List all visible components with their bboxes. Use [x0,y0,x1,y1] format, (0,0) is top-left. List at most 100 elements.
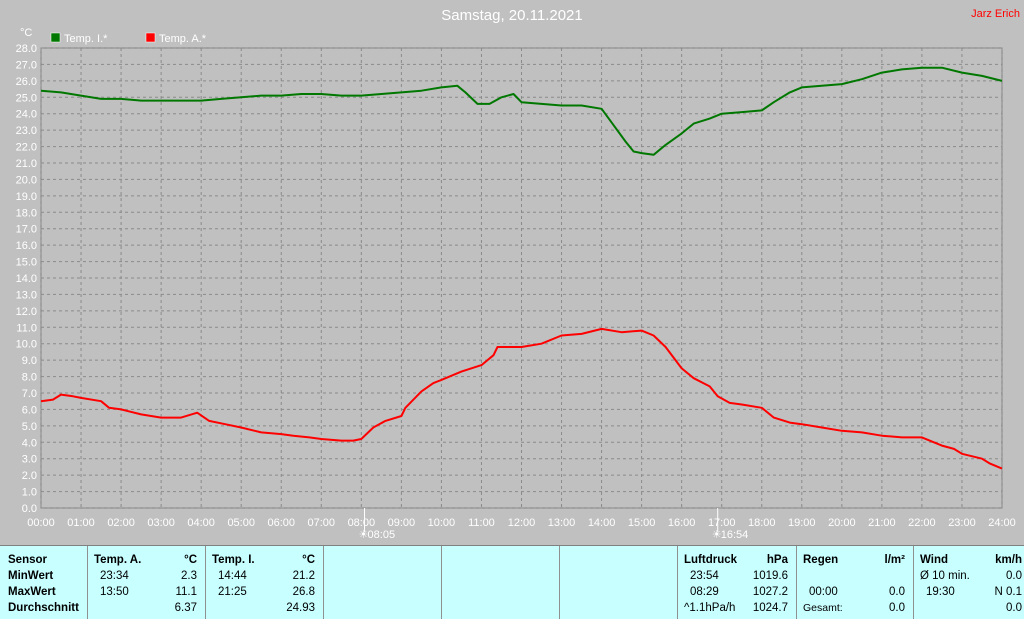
temp-outside-column: Temp. A. °C 23:34 2.3 13:50 11.1 6.37 [88,546,206,619]
y-tick-label: 22.0 [16,142,37,154]
y-tick-label: 12.0 [16,306,37,318]
legend-swatch-inside [50,32,61,43]
y-tick-label: 18.0 [16,207,37,219]
x-tick-label: 11:00 [468,517,495,529]
pressure-min: 1019.6 [752,570,788,582]
wind-row3: 0.0 [1006,602,1022,614]
temp-outside-avg: 6.37 [174,602,197,614]
temp-outside-max: 11.1 [175,586,197,598]
y-tick-label: 16.0 [16,240,37,252]
y-tick-label: 25.0 [16,92,37,104]
legend-label-outside: Temp. A.* [159,33,207,45]
pressure-unit: hPa [766,554,788,566]
temp-inside-min-time: 14:44 [218,570,247,582]
x-tick-label: 21:00 [868,517,896,529]
temp-inside-unit: °C [302,554,315,566]
y-tick-label: 2.0 [22,470,37,482]
x-tick-label: 09:00 [388,517,416,529]
pressure-trend: ^1.1hPa/h [684,602,736,614]
series-line-1 [40,327,1003,470]
wind-avg: 0.0 [1006,570,1022,582]
y-tick-label: 3.0 [22,454,37,466]
x-tick-label: 23:00 [948,517,976,529]
x-tick-label: 13:00 [548,517,576,529]
empty-column-1 [324,546,442,619]
sunrise-icon: ☀ [359,529,369,541]
y-tick-label: 27.0 [16,59,37,71]
y-tick-label: 26.0 [16,76,37,88]
rain-unit: l/m² [884,554,905,566]
x-tick-label: 18:00 [748,517,776,529]
temp-inside-max: 26.8 [292,586,315,598]
pressure-header: Luftdruck [684,554,738,566]
wind-unit: km/h [995,554,1022,566]
pressure-max: 1027.2 [752,586,788,598]
x-tick-label: 24:00 [988,517,1016,529]
x-tick-label: 15:00 [628,517,656,529]
x-tick-label: 22:00 [908,517,936,529]
wind-header: Wind [920,554,948,566]
rain-column: Regen l/m² 0.0 00:00 Gesamt: 0.0 [797,546,914,619]
x-tick-label: 19:00 [788,517,816,529]
x-tick-label: 03:00 [147,517,175,529]
temperature-chart: Samstag, 20.11.2021 Jarz Erich °C Temp. … [16,7,1020,541]
chart-title: Samstag, 20.11.2021 [441,7,583,24]
x-tick-label: 20:00 [828,517,856,529]
sunrise-marker: ☀ 08:05 [359,529,396,541]
rain-row1: 0.0 [889,586,905,598]
y-tick-label: 9.0 [22,355,37,367]
y-tick-label: 21.0 [16,158,37,170]
max-label: MaxWert [8,586,56,598]
series-lines [40,66,1003,470]
x-tick-label: 10:00 [428,517,456,529]
sunset-icon: ☀ [712,529,722,541]
min-label: MinWert [8,570,54,582]
y-tick-label: 13.0 [16,289,37,301]
temp-inside-header: Temp. I. [212,554,255,566]
temp-outside-header: Temp. A. [94,554,142,566]
sunset-label: 16:54 [721,529,749,541]
y-tick-label: 23.0 [16,125,37,137]
empty-column-3 [560,546,678,619]
y-tick-label: 5.0 [22,421,37,433]
grid [40,47,1003,532]
sensor-header: Sensor [8,554,47,566]
y-tick-label: 14.0 [16,273,37,285]
rain-time: 00:00 [809,586,838,598]
x-tick-label: 02:00 [107,517,135,529]
y-tick-label: 10.0 [16,339,37,351]
temp-outside-max-time: 13:50 [100,586,129,598]
temp-inside-column: Temp. I. °C 14:44 21.2 21:25 26.8 24.93 [206,546,324,619]
y-tick-label: 11.0 [16,322,37,334]
temp-inside-min: 21.2 [292,570,315,582]
x-tick-label: 05:00 [227,517,255,529]
x-tick-label: 06:00 [267,517,295,529]
avg-label: Durchschnitt [8,602,79,614]
y-tick-label: 8.0 [22,372,37,384]
sunrise-label: 08:05 [368,529,396,541]
y-tick-label: 24.0 [16,109,37,121]
rain-gesamt: 0.0 [889,602,905,614]
author-label: Jarz Erich [971,8,1020,20]
x-tick-label: 17:00 [708,517,736,529]
legend-label-inside: Temp. I.* [64,33,108,45]
pressure-min-time: 23:54 [690,570,719,582]
y-tick-label: 6.0 [22,404,37,416]
legend-swatch-outside [145,32,156,43]
y-tick-label: 15.0 [16,257,37,269]
x-tick-label: 00:00 [27,517,55,529]
wind-direction: N 0.1 [994,586,1023,598]
temp-outside-min-time: 23:34 [100,570,129,582]
y-axis-unit: °C [20,27,32,39]
x-tick-label: 07:00 [308,517,336,529]
sensor-column: Sensor MinWert MaxWert Durchschnitt [0,546,88,619]
y-tick-label: 7.0 [22,388,37,400]
wind-column: Wind km/h Ø 10 min. 0.0 19:30 N 0.1 0.0 [914,546,1024,619]
sunset-marker: ☀ 16:54 [712,529,749,541]
x-tick-label: 16:00 [668,517,696,529]
statistics-panel: Sensor MinWert MaxWert Durchschnitt Temp… [0,545,1024,619]
temp-inside-max-time: 21:25 [218,586,247,598]
y-tick-label: 19.0 [16,191,37,203]
x-tick-label: 01:00 [67,517,95,529]
x-tick-label: 08:00 [348,517,376,529]
